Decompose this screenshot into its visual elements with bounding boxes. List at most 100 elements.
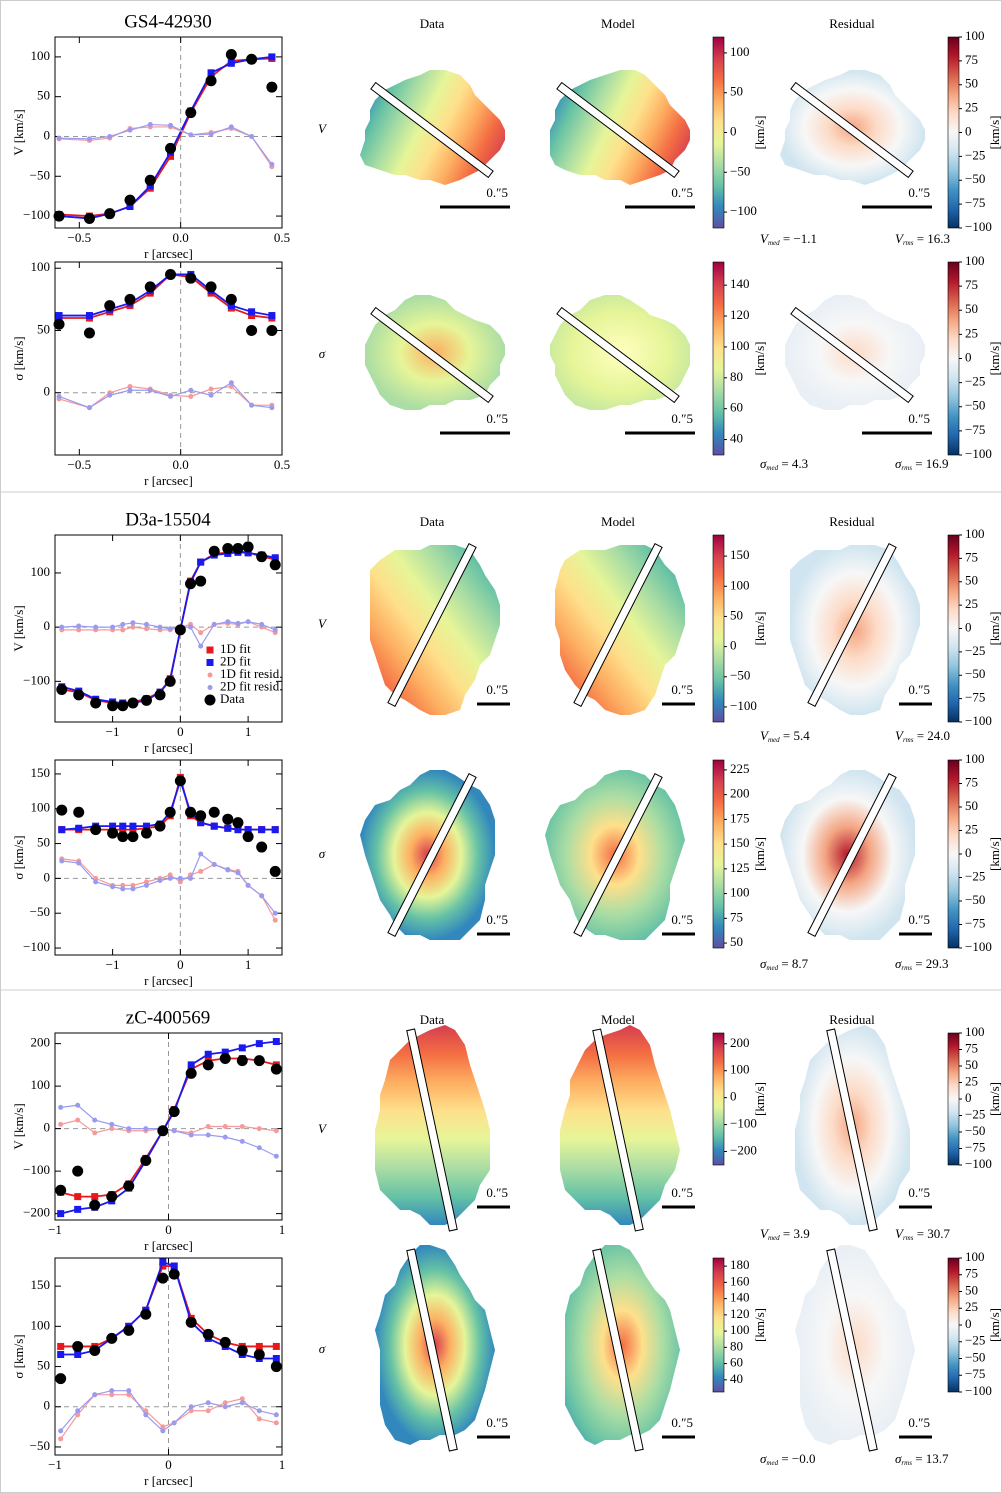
stat-symbol: V xyxy=(760,231,770,246)
stat-subscript: rms xyxy=(903,239,914,247)
colorbar-tick-label: −50 xyxy=(965,171,985,186)
data-point xyxy=(144,174,156,186)
colorbar-tick-label: 25 xyxy=(965,100,978,115)
colorbar-tick-label: 25 xyxy=(965,1299,978,1314)
y-tick-label: 50 xyxy=(37,88,50,103)
x-axis-label: r [arcsec] xyxy=(144,473,193,488)
data-point xyxy=(107,700,119,712)
data-point xyxy=(154,820,166,832)
residual-point xyxy=(143,621,149,627)
data-point xyxy=(256,841,268,853)
x-tick-label: −1 xyxy=(48,1457,62,1472)
colorbar-tick-label: −100 xyxy=(730,1116,757,1131)
colorbar-tick-label: 0 xyxy=(965,349,972,364)
y-tick-label: −100 xyxy=(23,672,50,687)
slit xyxy=(556,306,680,404)
data-point xyxy=(53,210,65,222)
residual-point xyxy=(86,405,92,411)
series-line xyxy=(60,1104,277,1157)
colorbar xyxy=(947,534,960,723)
colorbar-tick-label: 50 xyxy=(965,573,978,588)
residual-point xyxy=(56,393,62,399)
residual-point xyxy=(269,405,275,411)
colorbar-tick-label: 50 xyxy=(730,934,743,949)
series-line xyxy=(60,1394,277,1440)
fit-point xyxy=(244,826,252,834)
colorbar-tick-label: 80 xyxy=(730,369,743,384)
residual-point xyxy=(239,1400,245,1406)
data-point xyxy=(202,1059,214,1071)
data-point xyxy=(55,1184,67,1196)
y-tick-label: −100 xyxy=(23,207,50,222)
x-tick-label: −1 xyxy=(48,1222,62,1237)
y-tick-label: −50 xyxy=(30,904,50,919)
colorbar-tick-label: −75 xyxy=(965,195,985,210)
row-label: σ xyxy=(319,346,326,361)
y-tick-label: 100 xyxy=(31,1077,51,1092)
plot-frame xyxy=(54,759,283,956)
colorbar-tick-label: −50 xyxy=(965,1123,985,1138)
stat-subscript: med xyxy=(768,736,780,744)
data-point xyxy=(205,75,217,87)
colorbar-tick-label: 140 xyxy=(730,276,750,291)
legend-label: 1D fit xyxy=(220,641,251,656)
colorbar-tick-label: 200 xyxy=(730,786,750,801)
colorbar xyxy=(947,36,960,229)
fit-point xyxy=(255,1040,263,1048)
data-point xyxy=(117,831,129,843)
colorbar-tick-label: 0 xyxy=(965,845,972,860)
y-tick-label: 100 xyxy=(31,800,51,815)
residual-point xyxy=(259,893,265,899)
x-tick-label: 1 xyxy=(245,957,252,972)
fit-point xyxy=(74,1350,82,1358)
colorbar-label: [km/s] xyxy=(987,1308,1002,1342)
y-tick-label: 200 xyxy=(31,1035,51,1050)
residual-point xyxy=(76,623,82,629)
colorbar-tick-label: −100 xyxy=(965,219,992,234)
residual-point xyxy=(205,1124,211,1129)
residual-point xyxy=(205,1400,211,1406)
colorbar-tick-label: 225 xyxy=(730,761,750,776)
residual-point xyxy=(107,392,113,398)
legend-marker xyxy=(207,685,213,690)
y-tick-label: 50 xyxy=(37,1358,50,1373)
residual-point xyxy=(225,619,231,625)
colorbar-tick-label: 50 xyxy=(730,84,743,99)
residual-point xyxy=(109,1388,115,1394)
data-point xyxy=(232,817,244,829)
data-point xyxy=(72,1340,84,1352)
x-tick-label: 1 xyxy=(279,1457,286,1472)
residual-point xyxy=(130,620,136,626)
colorbar-tick-label: 120 xyxy=(730,307,750,322)
data-point xyxy=(222,543,234,555)
residual-point xyxy=(168,393,174,399)
scale-bar-label: 0.″5 xyxy=(908,682,930,697)
x-tick-label: −1 xyxy=(106,957,120,972)
residual-point xyxy=(76,860,82,866)
data-point xyxy=(236,1344,248,1356)
fit-point xyxy=(272,1355,280,1363)
data-point xyxy=(123,1180,135,1192)
colorbar-tick-label: 0 xyxy=(730,123,737,138)
residual-point xyxy=(130,624,136,630)
scale-bar-label: 0.″5 xyxy=(671,185,693,200)
data-point xyxy=(107,827,119,839)
series-line xyxy=(59,273,273,317)
scale-bar-label: 0.″5 xyxy=(908,185,930,200)
slit xyxy=(406,1028,458,1232)
colorbar xyxy=(712,261,725,456)
colorbar-tick-label: 175 xyxy=(730,810,750,825)
colorbar-tick-label: −100 xyxy=(965,446,992,461)
colorbar-tick-label: −100 xyxy=(730,698,757,713)
data-point xyxy=(106,1191,118,1203)
residual-point xyxy=(130,882,136,888)
data-point xyxy=(56,804,68,816)
residual-point xyxy=(177,879,183,885)
residual-point xyxy=(147,387,153,393)
data-point xyxy=(168,1268,180,1280)
colorbar-tick-label: −25 xyxy=(965,147,985,162)
data-point xyxy=(168,1106,180,1118)
legend-label: Data xyxy=(220,691,245,706)
data-point xyxy=(157,1125,169,1137)
residual-stat: σrms = 16.9 xyxy=(895,456,949,472)
